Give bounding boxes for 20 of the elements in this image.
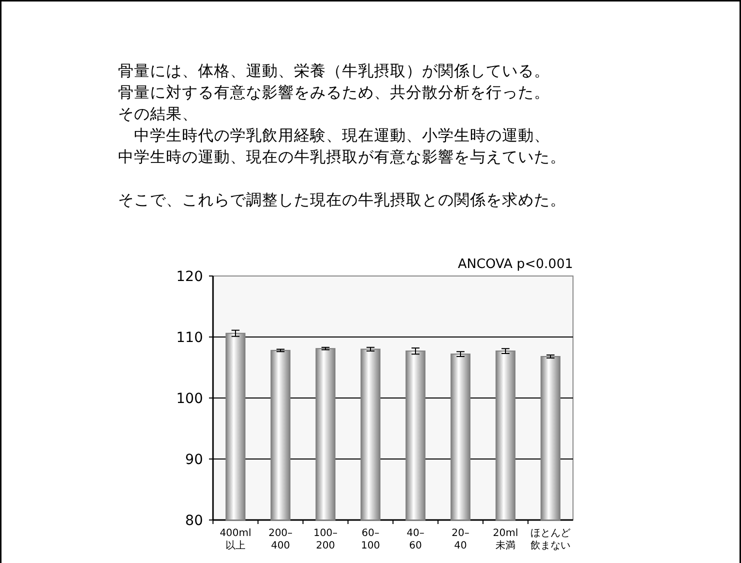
chart-subtitle: そこで、これらで調整した現在の牛乳摂取との関係を求めた。 (118, 191, 566, 209)
x-tick-label: 20ml 未満 (492, 528, 518, 552)
text: その結果、 (118, 105, 198, 123)
x-tick-label: 400ml 以上 (220, 528, 252, 552)
text: 中学生時代の学乳飲用経験、現在運動、小学生時の運動、 (118, 126, 550, 144)
x-tick-label: 20– 40 (452, 528, 470, 552)
y-tick-label: 80 (185, 513, 203, 529)
text: 骨量に対する有意な影響をみるため、共分散分析を行った。 (118, 84, 550, 102)
y-tick-label: 110 (176, 330, 203, 346)
y-tick-label: 90 (185, 452, 203, 468)
x-tick-label: 40– 60 (406, 528, 424, 552)
y-tick-label: 100 (176, 391, 203, 407)
x-tick-label: ほとんど飲まない (530, 528, 570, 552)
text: 中学生時の運動、現在の牛乳摂取が有意な影響を与えていた。 (118, 148, 566, 166)
x-tick-label: 60– 100 (360, 528, 380, 552)
x-tick-label: 200– 400 (268, 528, 293, 552)
text: ANCOVA p<0.001 (458, 257, 573, 272)
x-tick-label: 100– 200 (313, 528, 338, 552)
text: 骨量には、体格、運動、栄養（牛乳摂取）が関係している。 (118, 62, 550, 80)
y-tick-label: 120 (176, 269, 203, 285)
